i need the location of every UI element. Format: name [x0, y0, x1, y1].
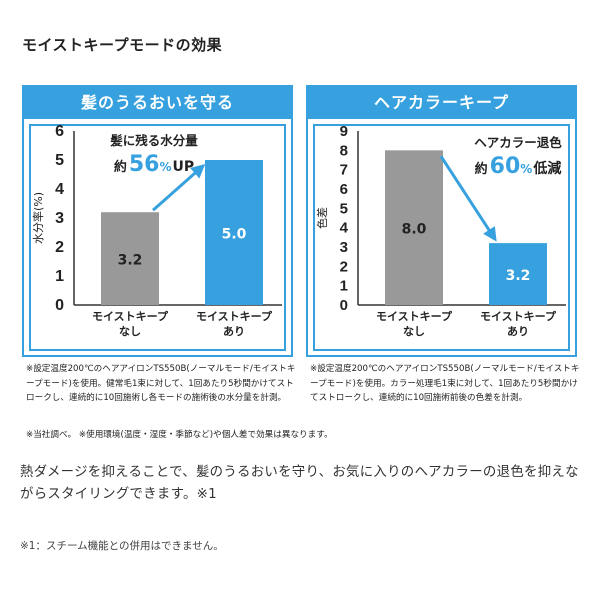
- change-arrow-head: [190, 164, 206, 179]
- bar: [385, 150, 443, 305]
- y-tick-label: 0: [55, 297, 64, 314]
- color-chart-panel: ヘアカラーキープ 0 1 2 3 4 5 6 7 8 9 色差 8.0 モイストキープ なし 3.2 モイスト…: [306, 85, 577, 357]
- bar: [205, 160, 263, 305]
- plot-frame: [29, 124, 286, 351]
- annotation-number: 60: [490, 154, 521, 179]
- page-title: モイストキープモードの効果: [22, 36, 223, 54]
- annotation-suffix: UP: [173, 159, 195, 175]
- y-tick-label: 3: [55, 210, 64, 227]
- moisture-chart-panel: 髪のうるおいを守る 0 1 2 3 4 5 6 水分率(%) 3.2 モイストキープ なし 5.0 モイ…: [22, 85, 293, 357]
- y-tick-label: 5: [340, 200, 348, 217]
- description-text: 熱ダメージを抑えることで、髪のうるおいを守り、お気に入りのヘアカラーの退色を抑え…: [20, 465, 579, 502]
- moisture-chart-title: 髪のうるおいを守る: [24, 87, 291, 119]
- category-label: なし: [403, 325, 425, 338]
- bar-value-label: 3.2: [118, 253, 143, 269]
- annotation-percent: %: [159, 160, 171, 174]
- y-tick-label: 2: [340, 258, 348, 275]
- y-tick-label: 9: [340, 123, 348, 140]
- bar-value-label: 5.0: [222, 227, 247, 243]
- y-tick-label: 4: [340, 220, 349, 237]
- footnote: ※1：スチーム機能との併用はできません。: [20, 540, 224, 552]
- category-label: なし: [119, 325, 141, 338]
- moisture-test-note: ※設定温度200℃のヘアアイロンTS550B(ノーマルモード/モイストキープモー…: [26, 364, 296, 403]
- color-bar-chart: 0123456789色差8.0モイストキープなし3.2モイストキープありヘアカラ…: [313, 123, 570, 351]
- category-label: モイストキープ: [196, 309, 273, 323]
- y-tick-label: 0: [340, 297, 348, 314]
- y-axis-label: 水分率(%): [31, 192, 45, 244]
- y-axis-label: 色差: [315, 207, 329, 229]
- y-tick-label: 4: [55, 181, 64, 198]
- bar-value-label: 8.0: [402, 222, 427, 238]
- annotation-number: 56: [129, 152, 160, 177]
- y-tick-label: 3: [340, 239, 348, 256]
- annotation-percent: %: [520, 162, 532, 176]
- annotation-prefix: 約: [475, 161, 488, 177]
- annotation-change: 約60%低減: [475, 154, 562, 179]
- common-note: ※当社調べ。 ※使用環境(温度・湿度・季節など)や個人差で効果は異なります。: [26, 430, 333, 440]
- change-arrow: [439, 155, 497, 240]
- category-label: あり: [507, 325, 529, 338]
- y-tick-label: 1: [55, 268, 64, 285]
- category-label: モイストキープ: [376, 309, 453, 323]
- annotation-title: 髪に残る水分量: [109, 133, 198, 148]
- bar: [489, 243, 547, 305]
- bar: [101, 212, 159, 305]
- bar-value-label: 3.2: [506, 268, 531, 284]
- y-tick-label: 8: [340, 142, 348, 159]
- y-tick-label: 1: [340, 278, 348, 295]
- y-tick-label: 5: [55, 152, 64, 169]
- moisture-bar-chart: 0123456水分率(%)3.2モイストキープなし5.0モイストキープあり髪に残…: [29, 123, 286, 351]
- category-label: モイストキープ: [92, 309, 169, 323]
- color-test-note: ※設定温度200℃のヘアアイロンTS550B(ノーマルモード/モイストキープモー…: [310, 364, 580, 403]
- y-tick-label: 6: [340, 181, 348, 198]
- category-label: モイストキープ: [480, 309, 557, 323]
- annotation-change: 約56%UP: [114, 152, 194, 177]
- y-tick-label: 7: [340, 162, 348, 179]
- color-chart-title: ヘアカラーキープ: [308, 87, 575, 119]
- plot-frame: [313, 124, 570, 351]
- change-arrow: [152, 164, 204, 212]
- y-tick-label: 6: [55, 123, 64, 140]
- category-label: あり: [223, 325, 245, 338]
- annotation-title: ヘアカラー退色: [474, 135, 562, 150]
- annotation-suffix: 低減: [532, 160, 561, 177]
- y-tick-label: 2: [55, 239, 64, 256]
- change-arrow-head: [483, 226, 497, 242]
- annotation-prefix: 約: [114, 159, 127, 175]
